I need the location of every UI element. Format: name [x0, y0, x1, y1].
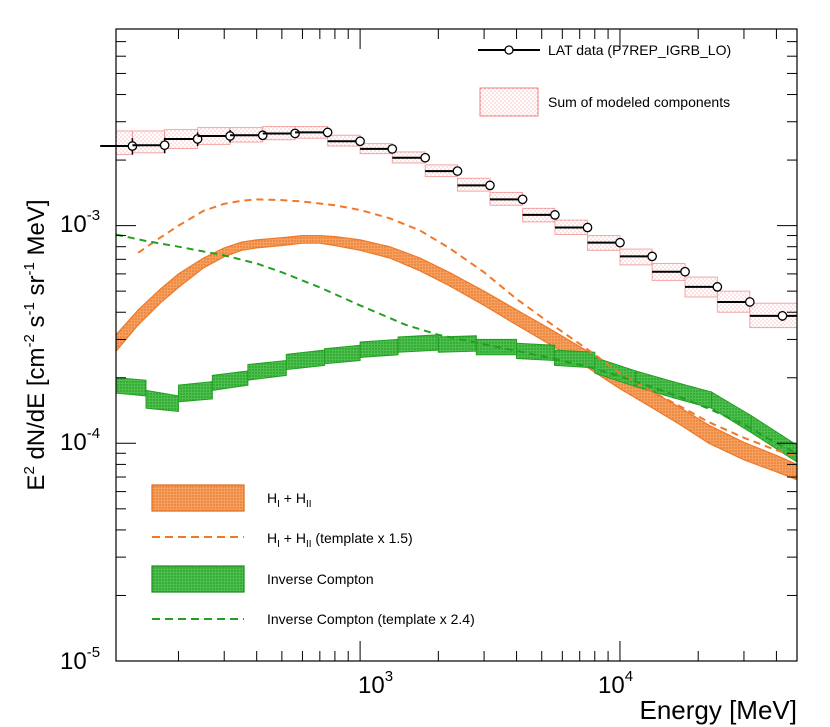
y-tick-1e-4-base: 10: [60, 429, 87, 456]
data-point: [712, 282, 723, 292]
data-point: [387, 144, 398, 154]
legend-h-plus: + H: [280, 490, 306, 506]
legend-sum-swatch: [479, 87, 539, 117]
ic-band-segment: [177, 381, 213, 403]
ic-band-segment: [750, 414, 797, 463]
sum-box: [131, 130, 166, 154]
y-title-mev: MeV]: [23, 199, 50, 262]
ic-band-segment: [324, 344, 361, 365]
y-title-e: E: [23, 475, 50, 491]
y-title-cm-sup: -2: [21, 334, 38, 347]
data-point: [517, 194, 528, 205]
legend-ic-label: Inverse Compton: [267, 571, 374, 587]
y-title-sr-sup: -1: [21, 262, 38, 275]
ic-band-segment: [247, 359, 287, 381]
data-point: [582, 222, 593, 233]
data-point: [680, 266, 690, 277]
y-title-sr: sr: [23, 275, 50, 302]
data-point: [290, 128, 300, 139]
legend-bottom: HI + HII HI + HII (template x 1.5) Inver…: [151, 484, 475, 627]
ic-band-segment: [145, 389, 179, 413]
hadronic-band-layer: [116, 235, 797, 481]
y-tick-label-1e-4: 10-4: [60, 425, 100, 456]
y-tick-1e-4-exp: -4: [87, 425, 100, 442]
template-lines-layer: [116, 198, 797, 458]
data-point: [257, 130, 268, 141]
legend-h-label: HI + HII: [267, 490, 312, 510]
legend-h-tmpl-sub1: I: [277, 539, 280, 550]
legend-ic-swatch: [151, 565, 245, 593]
legend-data-label: LAT data (P7REP_IGRB_LO): [548, 42, 731, 58]
axis-ticks: [116, 28, 797, 662]
legend-h-sub1: I: [277, 499, 280, 510]
ic-band-segment: [359, 338, 399, 358]
data-point: [355, 136, 365, 147]
data-point: [322, 127, 333, 138]
ic-band-segment: [285, 349, 326, 371]
y-axis-title: E2 dN/dE [cm-2 s-1 sr-1 MeV]: [21, 199, 50, 490]
legend-top: LAT data (P7REP_IGRB_LO) Sum of modeled …: [478, 42, 731, 117]
ic-band-segment: [116, 377, 147, 397]
data-point: [159, 140, 170, 151]
lat-data-layer: [100, 127, 797, 321]
ic-band-segment: [397, 334, 439, 353]
legend-h-tmpl-label: HI + HII (template x 1.5): [267, 530, 413, 550]
x-tick-1e4-base: 10: [598, 672, 625, 699]
data-point: [744, 297, 755, 307]
legend-h-tmpl-suffix: (template x 1.5): [312, 530, 413, 546]
data-point: [452, 166, 463, 176]
ic-band-segment: [437, 335, 477, 353]
x-axis-title: Energy [MeV]: [639, 695, 797, 725]
ic-band-segment: [672, 380, 712, 409]
legend-h-main: H: [267, 490, 277, 506]
y-tick-1e-5-exp: -5: [87, 644, 100, 661]
y-tick-1e-5-base: 10: [60, 648, 87, 675]
legend-h-sub2: II: [306, 499, 312, 510]
data-point: [550, 210, 560, 220]
y-tick-1e-3-exp: -3: [87, 207, 100, 224]
x-tick-1e3-base: 10: [358, 672, 385, 699]
hadronic-band: [116, 235, 797, 481]
y-title-s: s: [23, 315, 50, 334]
y-title-body: dN/dE [cm: [23, 348, 50, 467]
y-tick-label-1e-5: 10-5: [60, 644, 100, 675]
ic-band-segment: [211, 370, 249, 391]
ic-band-layer: [116, 334, 797, 463]
y-tick-1e-3-base: 10: [60, 211, 87, 238]
data-point: [647, 251, 658, 262]
hadronic-template-line: [137, 198, 797, 458]
legend-h-tmpl-main: H: [267, 530, 277, 546]
ic-band-segment: [554, 349, 596, 369]
x-tick-label-1e3: 103: [358, 668, 393, 699]
legend-ic-tmpl-label: Inverse Compton (template x 2.4): [267, 611, 475, 627]
x-tick-1e3-exp: 3: [385, 668, 393, 685]
sum-band-layer: [116, 126, 797, 329]
data-point: [485, 180, 495, 191]
data-point: [615, 237, 625, 248]
legend-h-tmpl-sub2: II: [306, 539, 312, 550]
data-point: [777, 310, 788, 321]
data-point: [420, 152, 431, 163]
x-tick-label-1e4: 104: [598, 668, 633, 699]
plot-frame: [115, 28, 798, 662]
legend-h-swatch: [151, 484, 245, 512]
y-title-e-sup: 2: [21, 466, 38, 474]
legend-data-marker: [504, 45, 514, 55]
y-title-s-sup: -1: [21, 302, 38, 315]
x-tick-1e4-exp: 4: [625, 668, 633, 685]
legend-sum-label: Sum of modeled components: [548, 94, 730, 110]
legend-h-tmpl-plus: + H: [280, 530, 306, 546]
y-tick-label-1e-3: 10-3: [60, 207, 100, 238]
ic-template-line: [116, 233, 797, 455]
